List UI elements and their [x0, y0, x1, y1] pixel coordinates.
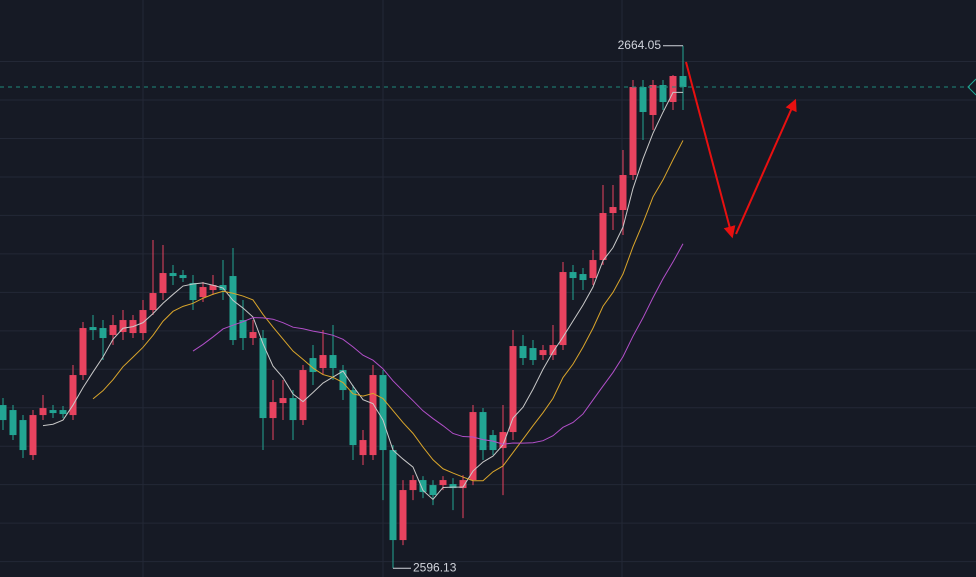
- ma-line: [192, 243, 684, 445]
- ma-line: [92, 140, 684, 482]
- candle-body: [309, 358, 317, 373]
- candle-body: [489, 435, 497, 451]
- candle-body: [0, 405, 7, 421]
- candle-body: [339, 370, 347, 391]
- candle-body: [379, 375, 387, 451]
- candles: [0, 45, 687, 569]
- candle-body: [29, 415, 37, 456]
- candle-body: [49, 410, 57, 414]
- candle-body: [169, 273, 177, 277]
- candle-body: [259, 338, 267, 419]
- candle-body: [409, 480, 417, 491]
- candle-body: [59, 410, 67, 415]
- candle-body: [209, 285, 217, 291]
- candle-body: [639, 87, 647, 113]
- candle-body: [629, 87, 637, 176]
- up-arrow: [735, 98, 797, 235]
- candle-body: [179, 275, 187, 279]
- candle-body: [139, 310, 147, 334]
- candle-body: [329, 355, 337, 369]
- candle-body: [299, 370, 307, 421]
- candle-body: [269, 402, 277, 419]
- low-label: 2596.13: [413, 560, 457, 574]
- candle-body: [529, 348, 537, 361]
- candle-body: [389, 450, 397, 541]
- candle-body: [449, 484, 457, 489]
- candle-body: [239, 320, 247, 339]
- candle-body: [199, 287, 207, 298]
- candle-body: [469, 412, 477, 481]
- down-arrow: [685, 61, 736, 239]
- candle-body: [479, 412, 487, 451]
- candle-body: [79, 328, 87, 376]
- candle-body: [419, 480, 427, 493]
- candle-body: [249, 332, 257, 339]
- candle-body: [659, 85, 667, 103]
- candle-body: [549, 345, 557, 356]
- candle-body: [359, 440, 367, 456]
- candle-body: [399, 490, 407, 541]
- candle-body: [609, 207, 617, 214]
- overlay: 2664.05 2596.13: [0, 38, 976, 574]
- candle-body: [289, 398, 297, 421]
- candle-body: [369, 375, 377, 456]
- candle-body: [499, 432, 507, 449]
- last-price-marker: [967, 78, 976, 96]
- candle-body: [89, 327, 97, 331]
- candle-body: [679, 76, 687, 88]
- candle-body: [619, 175, 627, 211]
- candle-body: [429, 485, 437, 496]
- candle-body: [319, 355, 327, 369]
- candle-body: [119, 320, 127, 333]
- candle-body: [519, 346, 527, 359]
- candle-body: [349, 390, 357, 446]
- candle-body: [279, 398, 287, 404]
- candle-body: [589, 260, 597, 279]
- candle-body: [189, 283, 197, 301]
- candle-body: [99, 328, 107, 339]
- candle-body: [229, 276, 237, 341]
- candle-body: [669, 76, 677, 103]
- candle-body: [19, 420, 27, 451]
- high-label: 2664.05: [618, 38, 662, 52]
- candle-body: [159, 273, 167, 294]
- candle-body: [509, 346, 517, 433]
- candle-body: [649, 85, 657, 116]
- candle-body: [39, 408, 47, 416]
- candle-body: [459, 480, 467, 489]
- candle-body: [149, 293, 157, 311]
- candle-body: [9, 410, 17, 436]
- candle-body: [69, 375, 77, 416]
- candle-body: [539, 350, 547, 356]
- candle-body: [569, 272, 577, 279]
- candle-body: [559, 272, 567, 346]
- candle-body: [109, 325, 117, 336]
- candle-body: [599, 213, 607, 261]
- candle-body: [579, 274, 587, 281]
- ma-line: [42, 91, 683, 501]
- candle-body: [439, 480, 447, 486]
